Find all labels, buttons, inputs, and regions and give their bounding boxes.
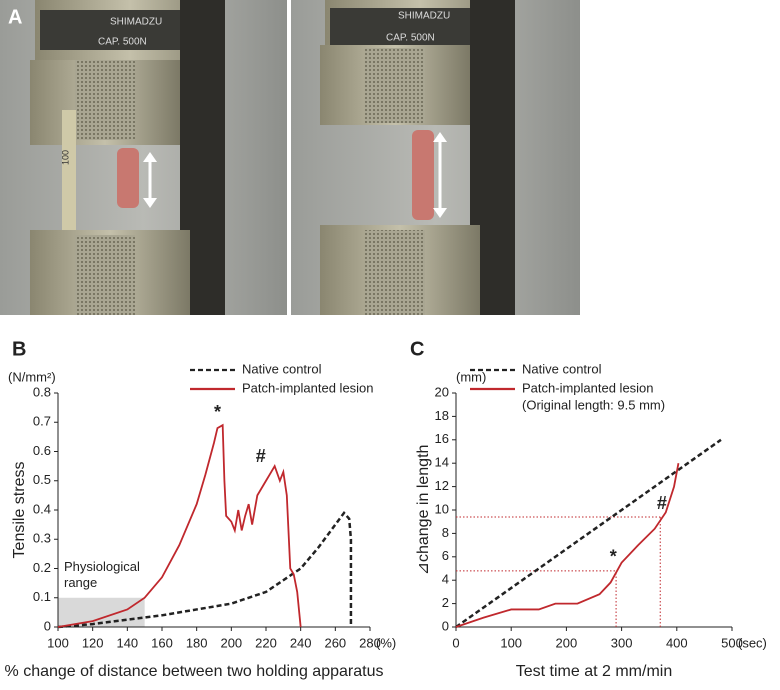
y-axis-title: ⊿change in length bbox=[415, 445, 432, 576]
series-line bbox=[57, 423, 302, 628]
y-tick-label: 16 bbox=[435, 431, 449, 446]
x-axis-title: Test time at 2 mm/min bbox=[516, 663, 672, 680]
x-tick-label: 220 bbox=[255, 635, 277, 650]
y-tick-label: 0.2 bbox=[33, 560, 51, 575]
x-tick-label: 120 bbox=[82, 635, 104, 650]
photo-right: SHIMADZU CAP. 500N bbox=[291, 0, 580, 315]
x-tick-label: 400 bbox=[666, 635, 688, 650]
x-tick-label: 160 bbox=[151, 635, 173, 650]
brand: SHIMADZU bbox=[398, 11, 450, 22]
y-unit: (mm) bbox=[456, 369, 486, 384]
legend-label: Patch-implanted lesion bbox=[522, 380, 654, 395]
capacity: CAP. 500N bbox=[98, 37, 147, 48]
y-tick-label: 4 bbox=[442, 572, 449, 587]
region-label: range bbox=[64, 575, 97, 590]
y-tick-label: 20 bbox=[435, 384, 449, 399]
x-axis-title: % change of distance between two holding… bbox=[5, 663, 384, 680]
x-tick-label: 180 bbox=[186, 635, 208, 650]
x-unit: (%) bbox=[376, 635, 396, 650]
annotation: * bbox=[214, 402, 221, 422]
legend-label: Native control bbox=[242, 361, 322, 376]
y-tick-label: 12 bbox=[435, 478, 449, 493]
x-tick-label: 140 bbox=[116, 635, 138, 650]
y-tick-label: 18 bbox=[435, 408, 449, 423]
panel-label: B bbox=[12, 338, 26, 360]
y-tick-label: 0.4 bbox=[33, 501, 51, 516]
x-tick-label: 300 bbox=[611, 635, 633, 650]
panel-label: A bbox=[8, 6, 22, 28]
region-label: Physiological bbox=[64, 559, 140, 574]
y-tick-label: 0.8 bbox=[33, 384, 51, 399]
photo-left: SHIMADZU CAP. 500N 100 A bbox=[0, 0, 287, 315]
y-tick-label: 14 bbox=[435, 455, 449, 470]
y-tick-label: 10 bbox=[435, 501, 449, 516]
x-unit: (sec) bbox=[738, 635, 767, 650]
x-tick-label: 500 bbox=[721, 635, 743, 650]
x-tick-label: 200 bbox=[556, 635, 578, 650]
x-tick-label: 280 bbox=[359, 635, 381, 650]
x-tick-label: 0 bbox=[452, 635, 459, 650]
y-tick-label: 0 bbox=[44, 618, 51, 633]
y-tick-label: 6 bbox=[442, 548, 449, 563]
y-tick-label: 2 bbox=[442, 595, 449, 610]
legend-label: Patch-implanted lesion bbox=[242, 380, 374, 395]
panel-label: C bbox=[410, 338, 424, 360]
y-axis-title: Tensile stress bbox=[11, 462, 28, 559]
y-tick-label: 0.6 bbox=[33, 443, 51, 458]
annotation: # bbox=[657, 493, 667, 513]
x-tick-label: 240 bbox=[290, 635, 312, 650]
x-tick-label: 100 bbox=[47, 635, 69, 650]
y-tick-label: 0.5 bbox=[33, 472, 51, 487]
capacity: CAP. 500N bbox=[386, 33, 435, 44]
annotation: * bbox=[610, 547, 617, 567]
y-tick-label: 0.3 bbox=[33, 531, 51, 546]
x-tick-label: 200 bbox=[220, 635, 242, 650]
y-tick-label: 8 bbox=[442, 525, 449, 540]
y-unit: (N/mm²) bbox=[8, 369, 56, 384]
ruler: 100 bbox=[60, 150, 70, 165]
annotation: # bbox=[256, 446, 266, 466]
series-line bbox=[57, 510, 353, 629]
x-tick-label: 260 bbox=[324, 635, 346, 650]
y-tick-label: 0.1 bbox=[33, 589, 51, 604]
x-tick-label: 100 bbox=[500, 635, 522, 650]
legend-label: Native control bbox=[522, 361, 602, 376]
brand: SHIMADZU bbox=[110, 17, 162, 28]
y-tick-label: 0.7 bbox=[33, 414, 51, 429]
series-line bbox=[455, 463, 680, 628]
legend-note: (Original length: 9.5 mm) bbox=[522, 397, 665, 412]
series-line bbox=[455, 438, 722, 629]
y-tick-label: 0 bbox=[442, 618, 449, 633]
